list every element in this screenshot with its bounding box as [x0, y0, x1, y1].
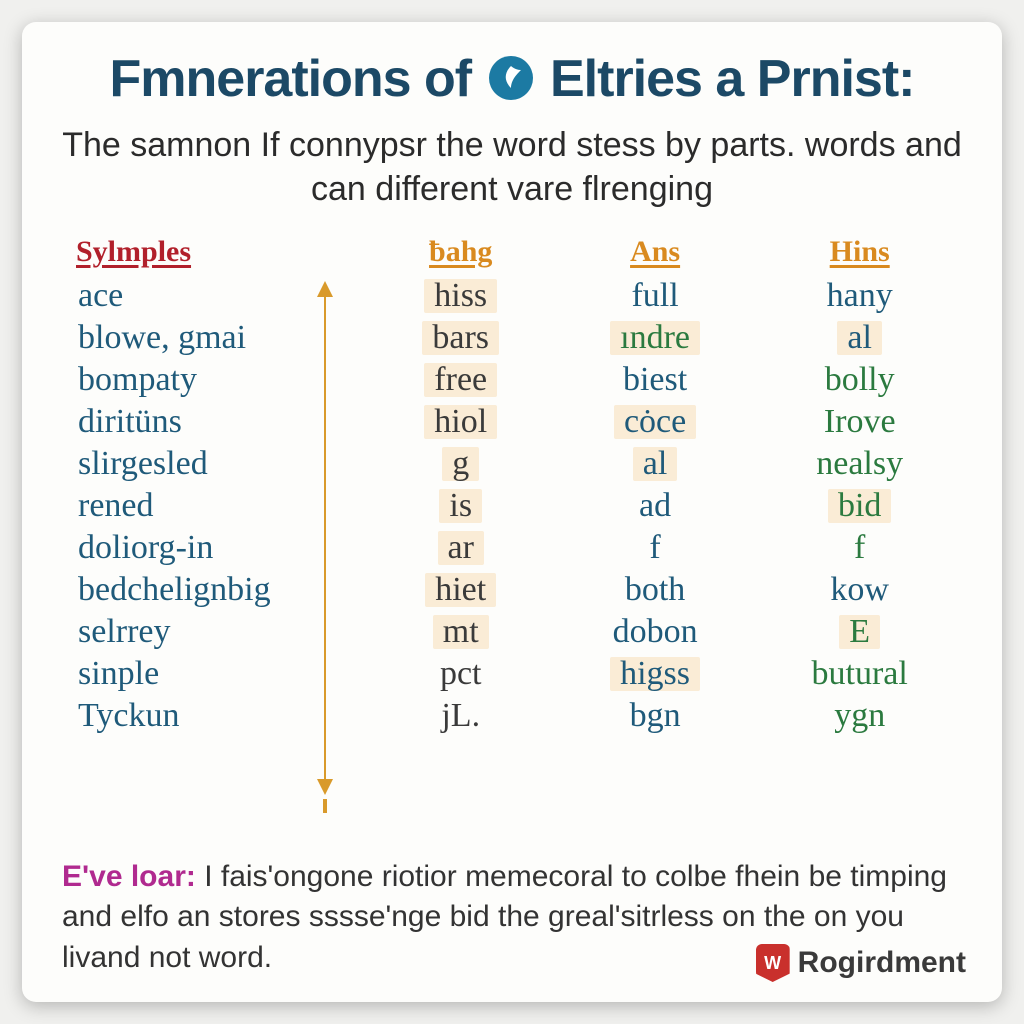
cell-c3: both — [553, 569, 758, 611]
cell-sylmples: bompaty — [72, 359, 369, 401]
cell-c3: f — [553, 527, 758, 569]
cell-c4: nealsy — [757, 443, 962, 485]
cell-c2: free — [369, 359, 553, 401]
col-header-1: Sylmples — [72, 233, 369, 275]
cell-c4: hany — [757, 275, 962, 317]
table-row: doliorg-inarff — [72, 527, 962, 569]
cell-c4: butural — [757, 653, 962, 695]
cell-c2: hiol — [369, 401, 553, 443]
cell-c4: Irove — [757, 401, 962, 443]
brand-mark: W Rogirdment — [756, 944, 966, 982]
page-title: Fmnerations of Eltries a Prnist: — [62, 52, 962, 107]
cell-c2: hiss — [369, 275, 553, 317]
cell-c2: pct — [369, 653, 553, 695]
cell-c3: higss — [553, 653, 758, 695]
footer-lead: E've loar: — [62, 860, 196, 893]
table-container: Sylmples ƀahg Ans Hins acehissfullhanybl… — [62, 233, 962, 839]
cell-c2: ar — [369, 527, 553, 569]
cell-sylmples: blowe, gmai — [72, 317, 369, 359]
cell-sylmples: ace — [72, 275, 369, 317]
infographic-card: Fmnerations of Eltries a Prnist: The sam… — [22, 22, 1002, 1002]
cell-sylmples: Tyckun — [72, 695, 369, 737]
table-row: bompatyfreebiestbolly — [72, 359, 962, 401]
table-row: slirgesledgalnealsy — [72, 443, 962, 485]
cell-c4: ygn — [757, 695, 962, 737]
cell-c2: jL. — [369, 695, 553, 737]
cell-sylmples: rened — [72, 485, 369, 527]
cell-c4: al — [757, 317, 962, 359]
cell-c2: hiet — [369, 569, 553, 611]
brand-shield-icon: W — [756, 944, 790, 982]
cell-sylmples: selrrey — [72, 611, 369, 653]
col-header-3: Ans — [553, 233, 758, 275]
cell-c3: dobon — [553, 611, 758, 653]
table-row: acehissfullhany — [72, 275, 962, 317]
table-header-row: Sylmples ƀahg Ans Hins — [72, 233, 962, 275]
col-header-2: ƀahg — [369, 233, 553, 275]
title-right: Eltries a Prnist: — [550, 50, 914, 108]
table-row: TyckunjL.bgnygn — [72, 695, 962, 737]
cell-c4: kow — [757, 569, 962, 611]
cell-c3: bgn — [553, 695, 758, 737]
cell-c3: ad — [553, 485, 758, 527]
table-row: diritünshiolcȯceIrove — [72, 401, 962, 443]
cell-c3: full — [553, 275, 758, 317]
cell-sylmples: diritüns — [72, 401, 369, 443]
cell-c2: bars — [369, 317, 553, 359]
cell-sylmples: sinple — [72, 653, 369, 695]
cell-c4: E — [757, 611, 962, 653]
col-header-4: Hins — [757, 233, 962, 275]
table-row: bedchelignbighietbothkow — [72, 569, 962, 611]
cell-c3: ındre — [553, 317, 758, 359]
cell-c3: biest — [553, 359, 758, 401]
cell-sylmples: doliorg-in — [72, 527, 369, 569]
table-row: sinplepcthigssbutural — [72, 653, 962, 695]
cell-sylmples: slirgesled — [72, 443, 369, 485]
title-left: Fmnerations of — [110, 50, 472, 108]
cell-c2: g — [369, 443, 553, 485]
cell-c3: cȯce — [553, 401, 758, 443]
cell-c4: f — [757, 527, 962, 569]
word-parts-table: Sylmples ƀahg Ans Hins acehissfullhanybl… — [72, 233, 962, 737]
table-row: selrreymtdobonE — [72, 611, 962, 653]
cell-c4: bid — [757, 485, 962, 527]
table-row: blowe, gmaibarsındreal — [72, 317, 962, 359]
cell-sylmples: bedchelignbig — [72, 569, 369, 611]
cell-c4: bolly — [757, 359, 962, 401]
brand-name: Rogirdment — [798, 946, 966, 980]
cell-c3: al — [553, 443, 758, 485]
cell-c2: mt — [369, 611, 553, 653]
subtitle-text: The samnon If connypsr the word stess by… — [62, 123, 962, 211]
table-row: renedisadbid — [72, 485, 962, 527]
leaf-circle-icon — [489, 56, 533, 100]
cell-c2: is — [369, 485, 553, 527]
